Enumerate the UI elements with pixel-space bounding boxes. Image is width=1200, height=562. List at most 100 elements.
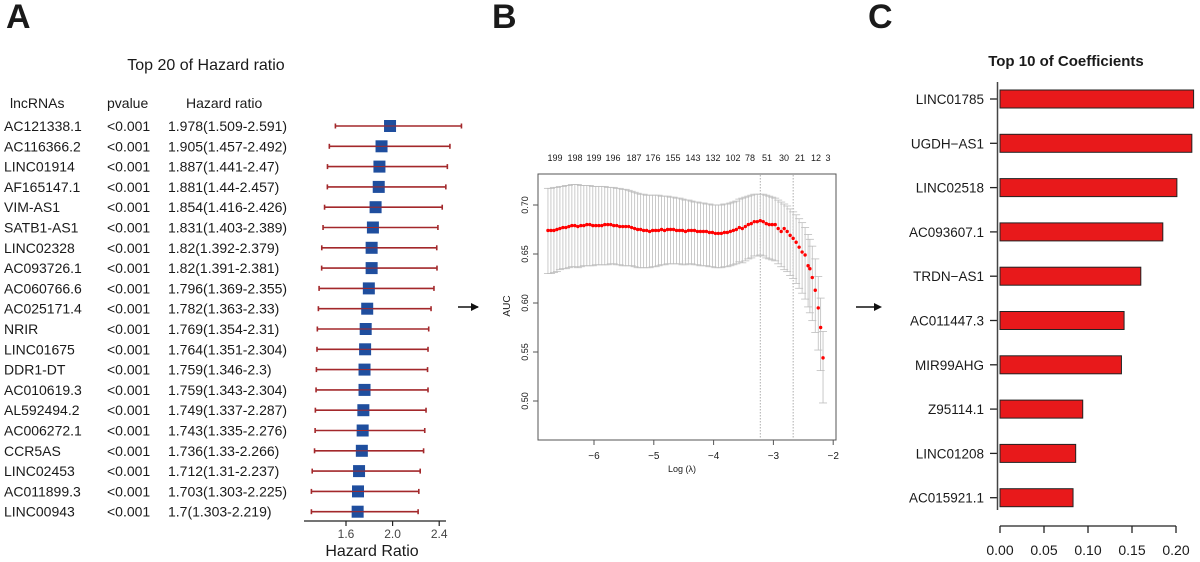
auc-point	[707, 230, 712, 235]
coef-title: Top 10 of Coefficients	[988, 53, 1144, 70]
lasso-y-label: AUC	[502, 295, 513, 316]
nonzero-count-label: 3	[825, 153, 830, 163]
hazard-ratio-text: 1.831(1.403-2.389)	[168, 220, 287, 236]
lasso-y-tick-label: 0.50	[520, 392, 530, 410]
hazard-ratio-text: 1.759(1.343-2.304)	[168, 382, 287, 398]
pvalue: <0.001	[107, 483, 150, 499]
auc-point	[764, 221, 768, 226]
auc-point	[665, 227, 670, 232]
nonzero-count-label: 30	[779, 153, 789, 163]
auc-point	[668, 227, 673, 232]
auc-point	[555, 227, 559, 232]
auc-point	[653, 228, 658, 233]
hazard-ratio-text: 1.905(1.457-2.492)	[168, 138, 287, 154]
lasso-y-tick-label: 0.70	[520, 196, 530, 214]
auc-point	[722, 230, 727, 235]
coef-x-tick-label: 0.10	[1074, 542, 1101, 558]
nonzero-count-label: 78	[745, 153, 755, 163]
gene-name: LINC00943	[4, 504, 75, 520]
nonzero-count-label: 21	[795, 153, 805, 163]
lasso-x-tick-label: −6	[588, 451, 600, 462]
coef-x-tick-label: 0.20	[1162, 542, 1189, 558]
hazard-ratio-text: 1.703(1.303-2.225)	[168, 483, 287, 499]
coef-bar	[999, 266, 1142, 286]
coef-bar-group: LINC01785	[916, 89, 1195, 109]
hazard-ratio-text: 1.82(1.391-2.381)	[168, 260, 279, 276]
pvalue: <0.001	[107, 159, 150, 175]
auc-point	[659, 227, 664, 232]
nonzero-count-label: 12	[811, 153, 821, 163]
hazard-ratio-text: 1.712(1.31-2.237)	[168, 463, 279, 479]
coef-bar	[999, 399, 1084, 419]
auc-point	[776, 226, 780, 231]
auc-point	[567, 224, 571, 229]
forest-row: AL592494.2 <0.001 1.749(1.337-2.287)	[4, 402, 427, 418]
pvalue: <0.001	[107, 402, 150, 418]
pvalue: <0.001	[107, 199, 150, 215]
auc-point	[549, 228, 553, 233]
nonzero-count-label: 155	[665, 153, 680, 163]
auc-point	[558, 226, 562, 231]
auc-point	[695, 229, 700, 234]
auc-point	[573, 223, 577, 228]
auc-point	[680, 228, 685, 233]
gene-name: LINC02328	[4, 240, 75, 256]
arrow-a-to-b	[458, 303, 479, 311]
gene-name: AF165147.1	[4, 179, 80, 195]
forest-row: VIM-AS1 <0.001 1.854(1.416-2.426)	[4, 199, 444, 215]
forest-row: AC006272.1 <0.001 1.743(1.335-2.276)	[4, 423, 426, 439]
auc-point	[785, 229, 789, 234]
panel-b-label: B	[492, 0, 517, 36]
pvalue: <0.001	[107, 280, 150, 296]
gene-name: DDR1-DT	[4, 362, 66, 378]
coef-x-tick-label: 0.00	[986, 542, 1013, 558]
auc-point	[704, 229, 709, 234]
coef-bar	[999, 488, 1074, 508]
auc-point	[597, 223, 601, 228]
auc-point	[719, 231, 724, 236]
coef-bar-group: Z95114.1	[928, 399, 1084, 419]
gene-name: AC093726.1	[4, 260, 82, 276]
pvalue: <0.001	[107, 504, 150, 520]
coef-category-label: Z95114.1	[928, 402, 984, 417]
auc-point	[683, 229, 688, 234]
auc-point	[635, 227, 640, 232]
coef-bar-group: AC011447.3	[910, 311, 1125, 330]
auc-point	[656, 228, 661, 233]
auc-point	[609, 222, 613, 227]
pvalue: <0.001	[107, 362, 150, 378]
column-header-hazard-ratio: Hazard ratio	[186, 95, 262, 111]
forest-row: AF165147.1 <0.001 1.881(1.44-2.457)	[4, 179, 447, 195]
auc-point	[626, 224, 631, 229]
gene-name: AC121338.1	[4, 118, 82, 134]
coefficients-panel: Top 10 of Coefficients LINC01785 UGDH−AS1…	[909, 53, 1195, 558]
hazard-ratio-text: 1.769(1.354-2.31)	[168, 321, 279, 337]
coef-bar-group: TRDN−AS1	[913, 266, 1142, 286]
forest-row: LINC02453 <0.001 1.712(1.31-2.237)	[4, 463, 422, 479]
forest-row: DDR1-DT <0.001 1.759(1.346-2.3)	[4, 362, 429, 378]
forest-row: LINC00943 <0.001 1.7(1.303-2.219)	[4, 504, 419, 520]
auc-point	[570, 223, 574, 228]
hazard-ratio-text: 1.736(1.33-2.266)	[168, 443, 279, 459]
auc-point	[561, 225, 565, 230]
auc-point	[615, 223, 619, 228]
auc-point	[576, 224, 580, 229]
hazard-ratio-text: 1.887(1.441-2.47)	[168, 159, 279, 175]
coef-bar-group: UGDH−AS1	[911, 133, 1193, 153]
auc-point	[734, 227, 739, 232]
auc-point	[629, 225, 634, 230]
nonzero-count-label: 132	[705, 153, 720, 163]
gene-name: AL592494.2	[4, 402, 80, 418]
gene-name: AC116366.2	[4, 138, 81, 154]
auc-point	[603, 222, 607, 227]
pvalue: <0.001	[107, 321, 150, 337]
auc-point	[591, 223, 595, 228]
gene-name: CCR5AS	[4, 443, 61, 459]
auc-point	[743, 224, 747, 229]
coef-category-label: LINC01208	[916, 446, 984, 461]
auc-point	[782, 226, 786, 231]
auc-point	[674, 228, 679, 233]
auc-point	[767, 222, 771, 227]
auc-point	[638, 227, 643, 232]
